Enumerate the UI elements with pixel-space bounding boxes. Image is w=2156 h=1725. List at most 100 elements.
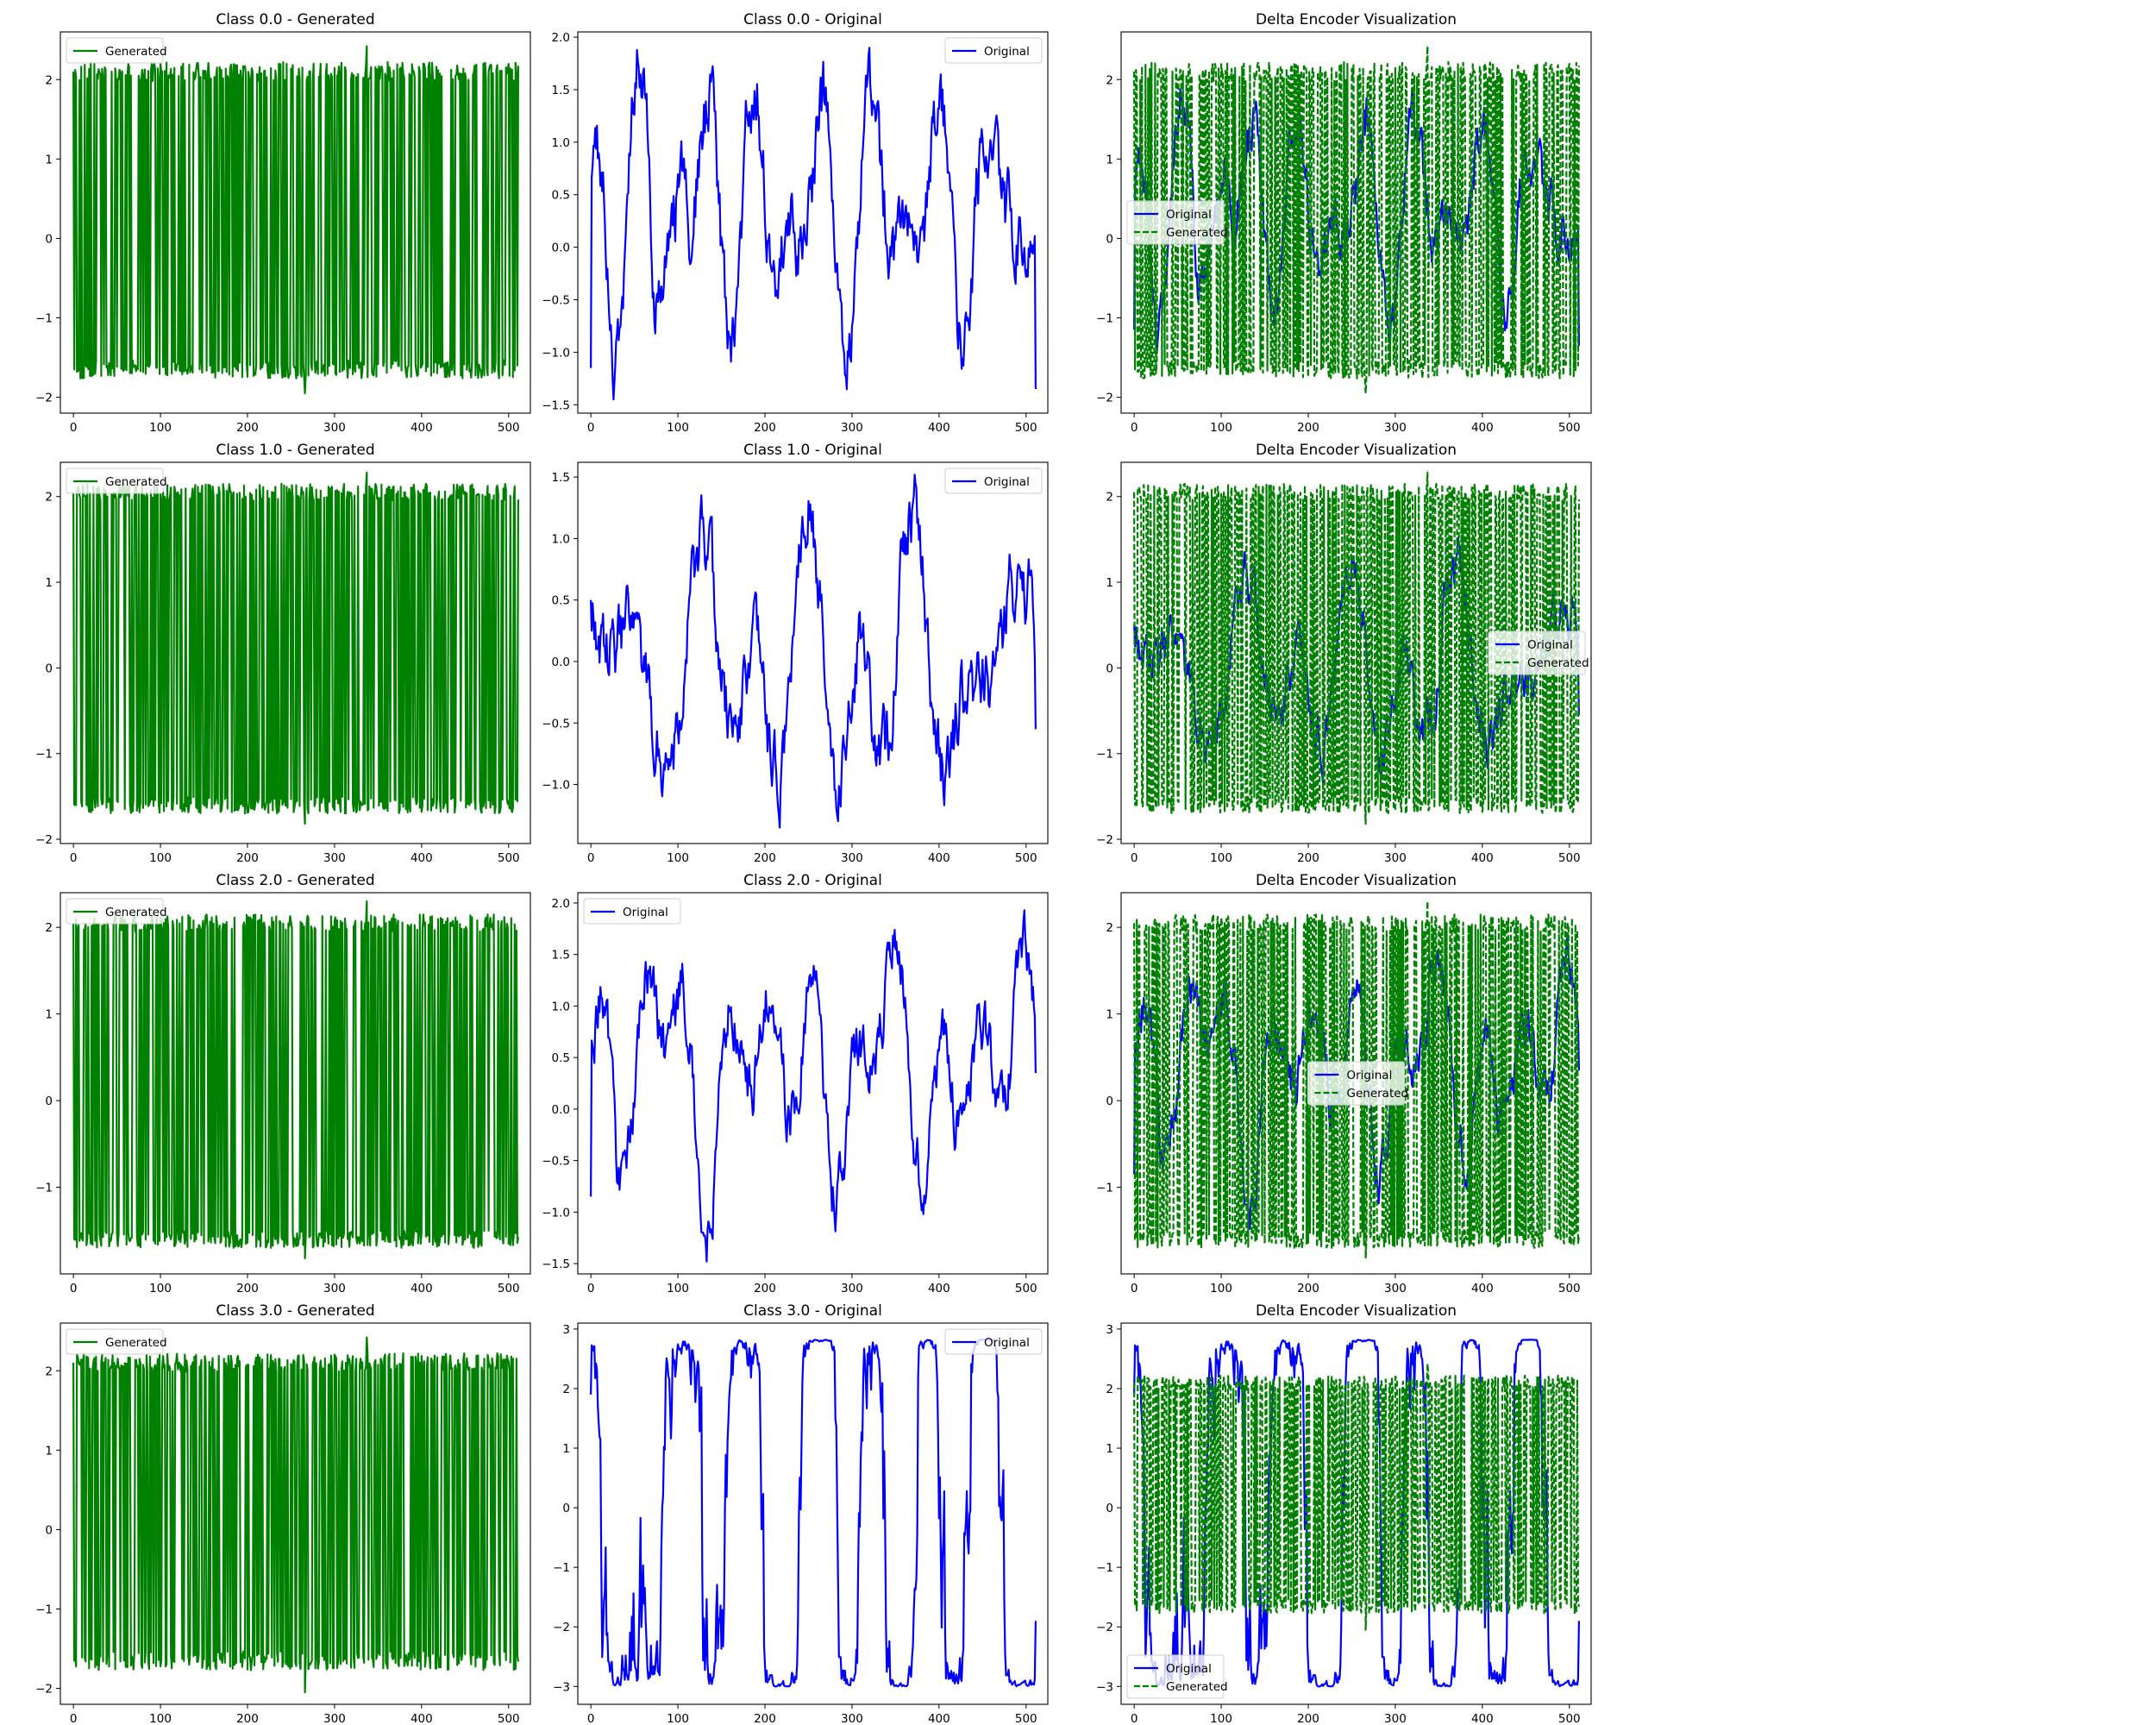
x-tick-label: 300 bbox=[1384, 421, 1407, 435]
subplot-10: Class 3.0 - Original 0 100 200 300 400 500 −3 −2… bbox=[553, 1302, 1049, 1725]
y-tick-label: −1 bbox=[1096, 1561, 1113, 1575]
axes-frame bbox=[60, 892, 531, 1275]
y-tick-label: 2 bbox=[45, 491, 53, 505]
legend: Original Generated bbox=[1126, 1654, 1228, 1699]
x-tick-label: 200 bbox=[236, 421, 259, 435]
y-tick-label: −2 bbox=[1096, 392, 1113, 405]
x-tick-label: 500 bbox=[1015, 851, 1037, 865]
y-tick-label: −1 bbox=[1096, 1182, 1113, 1195]
x-tick-label: 500 bbox=[498, 1282, 520, 1295]
y-tick-label: −2 bbox=[35, 392, 53, 405]
x-tick-label: 500 bbox=[1015, 1282, 1037, 1295]
x-tick-label: 0 bbox=[587, 1282, 595, 1295]
legend-label: Generated bbox=[105, 906, 167, 919]
x-tick-label: 200 bbox=[754, 1712, 776, 1725]
y-tick-label: −0.5 bbox=[542, 1155, 570, 1169]
x-tick-label: 100 bbox=[667, 851, 689, 865]
legend-label: Original bbox=[984, 45, 1030, 59]
x-tick-label: 200 bbox=[236, 851, 259, 865]
subplot-7: Class 2.0 - Original 0 100 200 300 400 500 −1.5… bbox=[542, 872, 1049, 1295]
y-tick-label: 0 bbox=[562, 1502, 570, 1515]
subplot-1: Class 0.0 - Original 0 100 200 300 400 500 −1.5… bbox=[542, 11, 1049, 435]
subplot-2: Delta Encoder Visualization 0 100 200 300 400… bbox=[1096, 11, 1592, 435]
subplot-4: Class 1.0 - Original 0 100 200 300 400 500 −1.0… bbox=[542, 442, 1049, 865]
subplot-9: Class 3.0 - Generated 0 100 200 300 400 500 −2 −… bbox=[35, 1302, 531, 1725]
x-tick-label: 100 bbox=[149, 1712, 172, 1725]
y-tick-label: 2 bbox=[1106, 491, 1113, 505]
y-tick-label: −1.0 bbox=[542, 1206, 570, 1220]
subplot-11: Delta Encoder Visualization 0 100 200 300 400… bbox=[1096, 1302, 1592, 1725]
y-tick-label: 2 bbox=[1106, 73, 1113, 87]
y-tick-label: 1 bbox=[45, 153, 53, 166]
x-tick-label: 400 bbox=[1471, 1712, 1494, 1725]
axes-frame bbox=[60, 461, 531, 844]
y-tick-label: −1.0 bbox=[542, 779, 570, 793]
y-tick-label: 0.0 bbox=[552, 656, 570, 669]
legend: Original bbox=[944, 37, 1043, 64]
y-tick-label: 0.5 bbox=[552, 1051, 570, 1065]
x-tick-label: 300 bbox=[323, 851, 346, 865]
y-tick-label: 0 bbox=[1106, 1095, 1113, 1108]
x-tick-label: 400 bbox=[411, 1712, 433, 1725]
y-tick-label: −2 bbox=[1096, 1621, 1113, 1634]
y-tick-label: 0 bbox=[45, 662, 53, 675]
y-tick-label: 1 bbox=[45, 576, 53, 590]
series-line-generated bbox=[1133, 900, 1580, 1259]
subplot-title: Class 0.0 - Original bbox=[743, 11, 882, 28]
x-tick-label: 0 bbox=[70, 1282, 78, 1295]
legend-label: Generated bbox=[105, 45, 167, 59]
y-tick-label: −2 bbox=[35, 833, 53, 847]
x-tick-label: 400 bbox=[928, 851, 950, 865]
legend-label: Generated bbox=[105, 1336, 167, 1350]
series-line-original bbox=[590, 1339, 1037, 1688]
y-tick-label: 1.0 bbox=[552, 1000, 570, 1013]
y-tick-label: −0.5 bbox=[542, 293, 570, 307]
legend: Original bbox=[583, 898, 681, 925]
x-tick-label: 200 bbox=[754, 1282, 776, 1295]
y-tick-label: 3 bbox=[562, 1323, 570, 1337]
x-tick-label: 0 bbox=[587, 1712, 595, 1725]
y-tick-label: −1 bbox=[1096, 748, 1113, 762]
x-tick-label: 400 bbox=[411, 851, 433, 865]
x-tick-label: 300 bbox=[1384, 1282, 1407, 1295]
series-line-original bbox=[590, 47, 1037, 401]
y-tick-label: −1 bbox=[35, 312, 53, 326]
y-tick-label: 2.0 bbox=[552, 31, 570, 45]
legend: Generated bbox=[66, 467, 167, 494]
y-tick-label: −3 bbox=[553, 1680, 570, 1694]
x-tick-label: 500 bbox=[1558, 1712, 1581, 1725]
x-tick-label: 0 bbox=[1131, 1282, 1138, 1295]
legend-label: Generated bbox=[1527, 656, 1589, 670]
x-tick-label: 500 bbox=[498, 421, 520, 435]
series-line-generated bbox=[72, 471, 519, 825]
legend: Original Generated bbox=[1488, 630, 1589, 675]
series-line-original bbox=[590, 909, 1037, 1263]
series-line-original bbox=[590, 474, 1037, 829]
subplot-title: Class 3.0 - Generated bbox=[216, 1302, 374, 1320]
subplot-title: Delta Encoder Visualization bbox=[1256, 872, 1457, 889]
y-tick-label: −2 bbox=[553, 1621, 570, 1634]
subplot-title: Class 2.0 - Generated bbox=[216, 872, 374, 889]
series-line-generated bbox=[72, 45, 519, 395]
subplot-title: Delta Encoder Visualization bbox=[1256, 11, 1457, 28]
y-tick-label: 1 bbox=[1106, 153, 1113, 166]
axes-frame bbox=[1120, 31, 1592, 414]
y-tick-label: 0 bbox=[45, 1523, 53, 1537]
series-line-generated bbox=[72, 1336, 519, 1694]
y-tick-label: 0 bbox=[45, 1095, 53, 1108]
subplot-3: Class 1.0 - Generated 0 100 200 300 400 500 −2 −… bbox=[35, 442, 531, 865]
y-tick-label: −1 bbox=[35, 1182, 53, 1195]
legend: Original bbox=[944, 1328, 1043, 1355]
legend-label: Original bbox=[1347, 1069, 1393, 1082]
legend: Generated bbox=[66, 37, 167, 64]
subplot-title: Delta Encoder Visualization bbox=[1256, 442, 1457, 459]
x-tick-label: 0 bbox=[1131, 1712, 1138, 1725]
y-tick-label: −1 bbox=[35, 1603, 53, 1617]
y-tick-label: 1 bbox=[45, 1008, 53, 1022]
x-tick-label: 400 bbox=[411, 1282, 433, 1295]
x-tick-label: 200 bbox=[236, 1282, 259, 1295]
series-line-generated bbox=[72, 900, 519, 1259]
legend: Original Generated bbox=[1126, 200, 1228, 245]
legend-label: Original bbox=[1166, 208, 1212, 222]
x-tick-label: 100 bbox=[1210, 851, 1232, 865]
